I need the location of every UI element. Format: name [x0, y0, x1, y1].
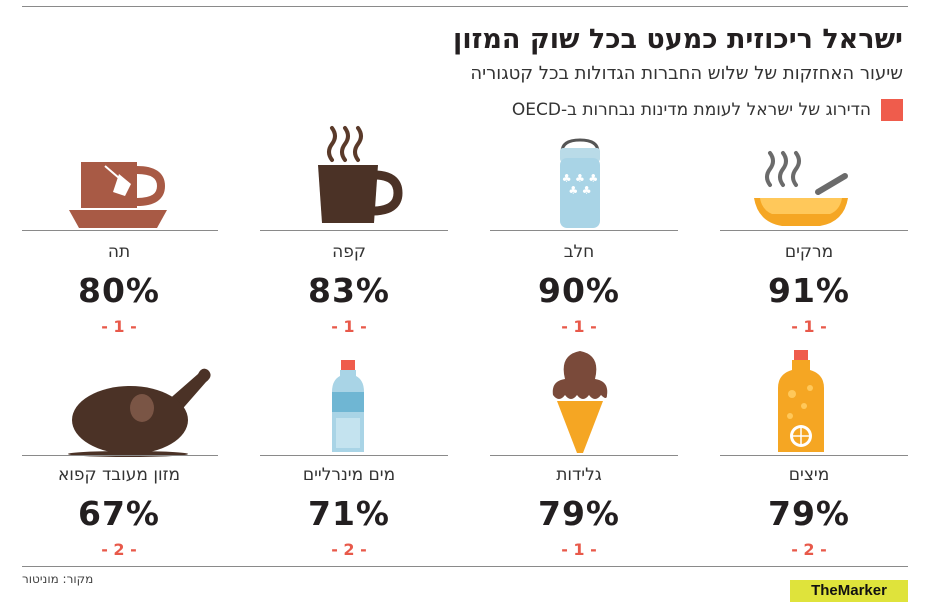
share-value: 79% — [768, 494, 850, 533]
oecd-rank: - 2 - — [331, 540, 367, 559]
source-note: מקור: מוניטור — [22, 572, 94, 586]
category-cell-tea: תה 80% - 1 - — [29, 240, 209, 360]
juice-bottle-icon — [778, 350, 824, 452]
roast-chicken-icon — [68, 368, 211, 457]
legend: הדירוג של ישראל לעומת מדינות נבחרות ב-OE… — [512, 98, 903, 122]
oecd-rank: - 1 - — [791, 317, 827, 336]
share-value: 67% — [78, 494, 160, 533]
row2-rule-3 — [260, 455, 448, 456]
category-cell-soups: מרקים 91% - 1 - — [719, 240, 899, 360]
oecd-rank: - 2 - — [791, 540, 827, 559]
row1-rule-1 — [720, 230, 908, 231]
row2-rule-4 — [22, 455, 218, 456]
legend-label: הדירוג של ישראל לעומת מדינות נבחרות ב-OE… — [511, 100, 871, 120]
chart-title: ישראל ריכוזית כמעט בכל שוק המזון — [453, 24, 903, 55]
category-label: גלידות — [556, 465, 602, 485]
share-value: 90% — [538, 271, 620, 310]
category-cell-milk: חלב 90% - 1 - — [489, 240, 669, 360]
category-cell-coffee: קפה 83% - 1 - — [259, 240, 439, 360]
chart-subtitle: שיעור האחזקות של שלוש החברות הגדולות בכל… — [470, 63, 903, 84]
share-value: 83% — [308, 271, 390, 310]
water-bottle-icon — [332, 360, 364, 452]
svg-text:♣ ♣ ♣: ♣ ♣ ♣ — [562, 172, 599, 185]
category-label: תה — [107, 242, 131, 262]
oecd-rank: - 1 - — [101, 317, 137, 336]
category-label: קפה — [332, 242, 366, 262]
category-cell-ice-cream: גלידות 79% - 1 - — [489, 463, 669, 583]
top-rule — [22, 6, 908, 7]
themarker-logo: TheMarker — [790, 580, 908, 602]
share-value: 71% — [308, 494, 390, 533]
category-label: מים מינרליים — [302, 465, 396, 485]
tea-cup-icon — [69, 162, 167, 228]
row1-rule-2 — [490, 230, 678, 231]
category-label: מיצים — [788, 465, 830, 485]
row2-rule-2 — [490, 455, 678, 456]
milk-jug-icon: ♣ ♣ ♣ ♣ ♣ — [560, 138, 600, 228]
oecd-rank: - 1 - — [561, 317, 597, 336]
oecd-rank: - 1 - — [331, 317, 367, 336]
ice-cream-icon — [552, 351, 608, 453]
row1-rule-4 — [22, 230, 218, 231]
bottom-rule — [22, 566, 908, 567]
row2-rule-1 — [720, 455, 908, 456]
oecd-rank: - 1 - — [561, 540, 597, 559]
category-cell-mineral-water: מים מינרליים 71% - 2 - — [259, 463, 439, 583]
share-value: 91% — [768, 271, 850, 310]
share-value: 79% — [538, 494, 620, 533]
category-label: חלב — [563, 242, 595, 262]
row1-rule-3 — [260, 230, 448, 231]
svg-text:♣ ♣: ♣ ♣ — [568, 184, 591, 197]
soup-bowl-icon — [754, 151, 848, 226]
coffee-mug-icon — [318, 126, 403, 223]
category-cell-juices: מיצים 79% - 2 - — [719, 463, 899, 583]
legend-swatch — [881, 99, 903, 121]
oecd-rank: - 2 - — [101, 540, 137, 559]
category-label: מזון מעובד קפוא — [57, 465, 181, 485]
category-cell-frozen-food: מזון מעובד קפוא 67% - 2 - — [29, 463, 209, 583]
category-label: מרקים — [784, 242, 834, 262]
share-value: 80% — [78, 271, 160, 310]
